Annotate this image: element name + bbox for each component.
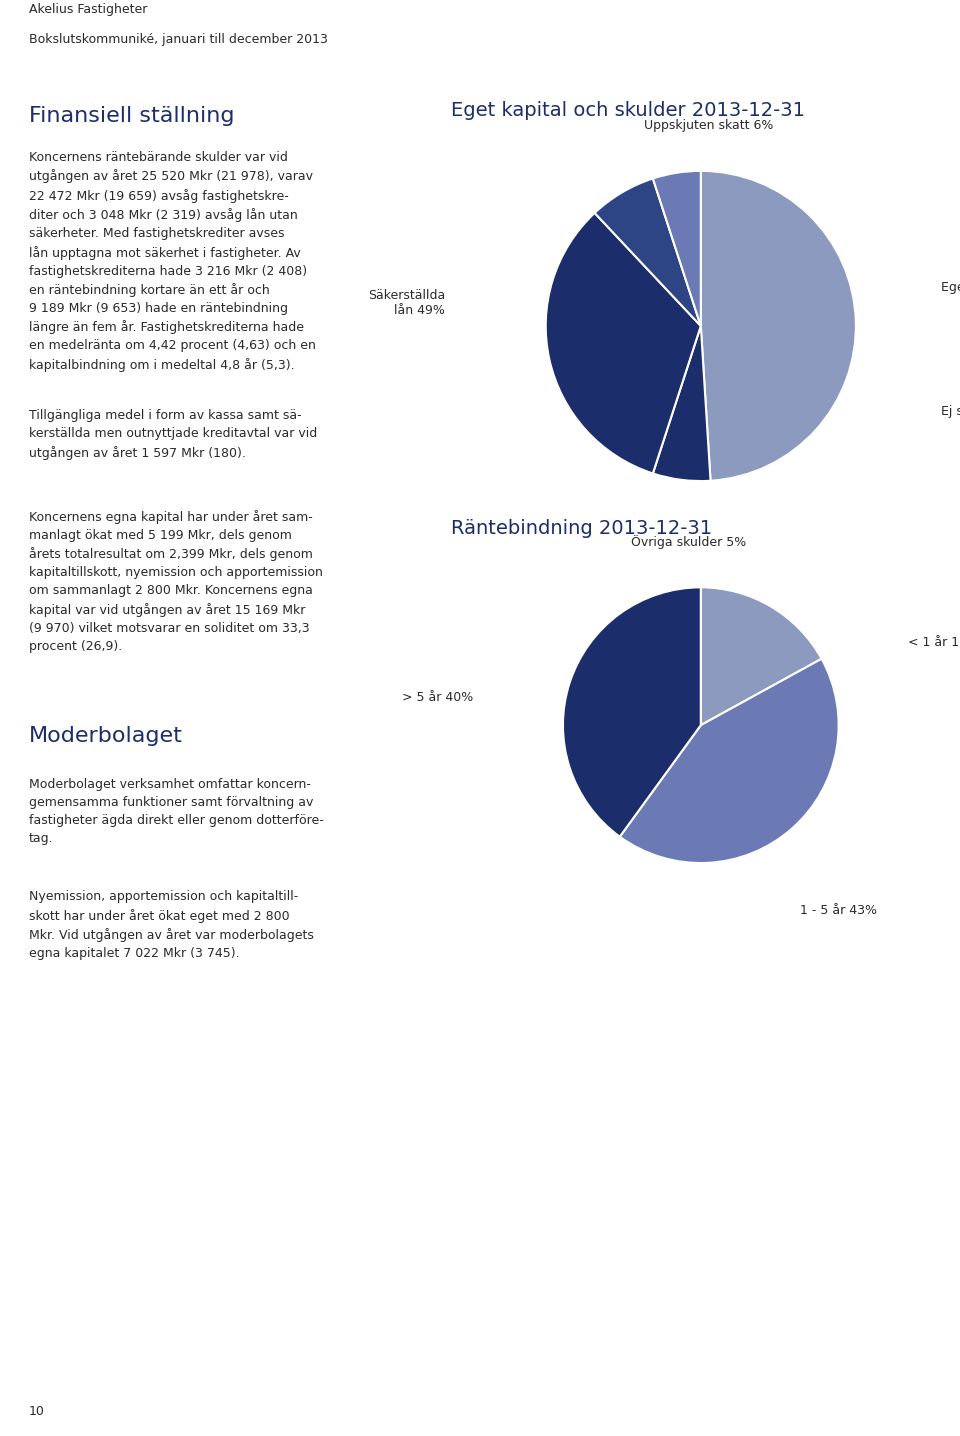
Text: Nyemission, apportemission och kapitaltill-
skott har under året ökat eget med 2: Nyemission, apportemission och kapitalti…	[29, 890, 314, 961]
Text: Säkerställda
lån 49%: Säkerställda lån 49%	[368, 289, 444, 317]
Text: 10: 10	[29, 1404, 45, 1419]
Text: > 5 år 40%: > 5 år 40%	[402, 691, 473, 704]
Text: Tillgängliga medel i form av kassa samt sä-
kerställda men outnyttjade kreditavt: Tillgängliga medel i form av kassa samt …	[29, 409, 317, 460]
Text: Akelius Fastigheter: Akelius Fastigheter	[29, 3, 147, 16]
Wedge shape	[701, 171, 856, 481]
Text: Räntebindning 2013-12-31: Räntebindning 2013-12-31	[451, 518, 712, 538]
Text: < 1 år 17%: < 1 år 17%	[907, 636, 960, 649]
Wedge shape	[545, 213, 701, 474]
Text: Moderbolaget verksamhet omfattar koncern-
gemensamma funktioner samt förvaltning: Moderbolaget verksamhet omfattar koncern…	[29, 778, 324, 846]
Wedge shape	[653, 326, 710, 481]
Text: Koncernens räntebärande skulder var vid
utgången av året 25 520 Mkr (21 978), va: Koncernens räntebärande skulder var vid …	[29, 151, 316, 372]
Text: Övriga skulder 5%: Övriga skulder 5%	[631, 536, 746, 550]
Wedge shape	[594, 178, 701, 326]
Text: Bokslutskommuniké, januari till december 2013: Bokslutskommuniké, januari till december…	[29, 33, 327, 46]
Text: Ej säkerställda lån 7%: Ej säkerställda lån 7%	[941, 405, 960, 418]
Text: Uppskjuten skatt 6%: Uppskjuten skatt 6%	[644, 119, 773, 132]
Text: Finansiell ställning: Finansiell ställning	[29, 106, 234, 125]
Text: Moderbolaget: Moderbolaget	[29, 727, 182, 747]
Text: Eget kapital 33%: Eget kapital 33%	[941, 280, 960, 294]
Wedge shape	[653, 171, 701, 326]
Text: Koncernens egna kapital har under året sam-
manlagt ökat med 5 199 Mkr, dels gen: Koncernens egna kapital har under året s…	[29, 510, 323, 652]
Wedge shape	[563, 587, 701, 837]
Wedge shape	[701, 587, 822, 725]
Wedge shape	[620, 659, 839, 863]
Text: 1 - 5 år 43%: 1 - 5 år 43%	[800, 905, 877, 918]
Text: Eget kapital och skulder 2013-12-31: Eget kapital och skulder 2013-12-31	[451, 101, 805, 121]
